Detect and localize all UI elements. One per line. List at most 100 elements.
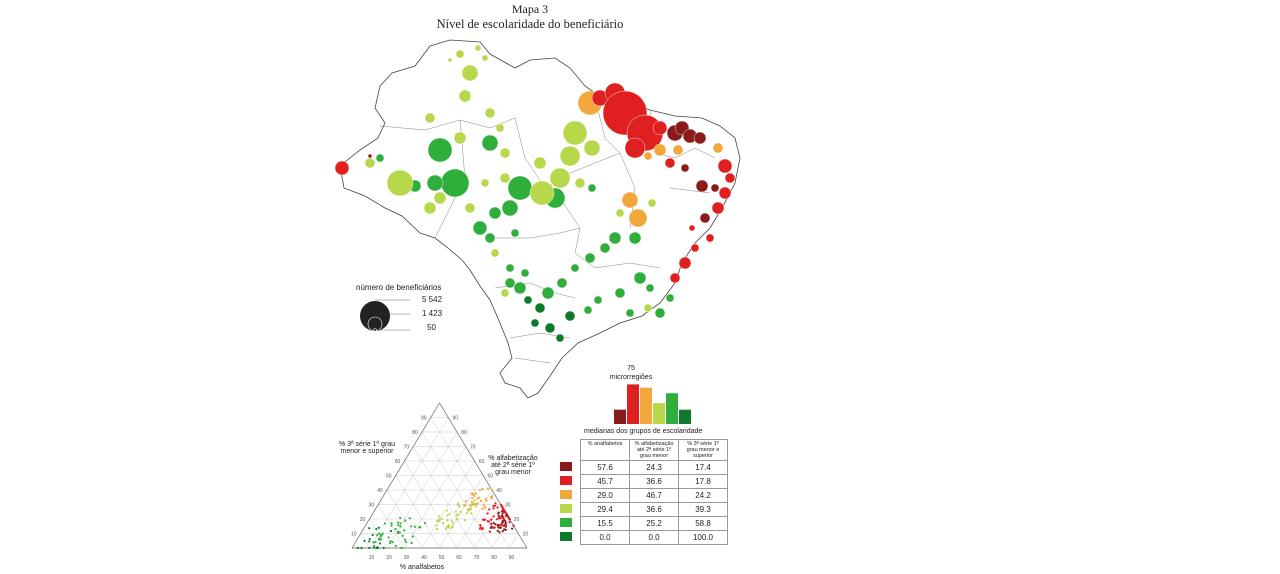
ternary-grid-line: [351, 402, 440, 549]
ternary-point: [495, 518, 499, 521]
microregion-bubble: [530, 318, 540, 328]
ternary-point: [450, 519, 453, 523]
cell: 58.8: [678, 516, 728, 531]
microregion-bubble: [665, 293, 675, 303]
microregion-bubble: [505, 263, 515, 273]
ternary-point: [496, 506, 499, 509]
cell: 100.0: [678, 530, 728, 545]
ternary-tick-label: 90: [509, 555, 515, 561]
microregion-bubble: [583, 139, 601, 157]
ternary-point: [394, 544, 397, 548]
microregion-bubble: [541, 286, 555, 300]
ternary-tick-label: 80: [412, 430, 418, 436]
ternary-point: [483, 518, 486, 521]
ternary-point: [456, 518, 459, 521]
microregion-bubble: [570, 263, 580, 273]
microregion-bubble: [533, 156, 547, 170]
ternary-point: [404, 519, 407, 522]
ternary-point: [496, 529, 499, 532]
group-histogram: [614, 384, 691, 424]
ternary-point: [504, 521, 507, 524]
brazil-outline: [339, 39, 741, 398]
cell: 17.8: [678, 474, 728, 489]
microregion-bubble: [555, 333, 565, 343]
ternary-point: [493, 504, 497, 507]
ternary-point: [470, 500, 474, 504]
ternary-point: [445, 509, 449, 512]
ternary-point: [498, 531, 501, 534]
microregion-bubble: [672, 144, 684, 156]
ternary-grid-line: [404, 446, 466, 549]
ternary-point: [372, 546, 375, 549]
ternary-point: [471, 496, 474, 500]
microregion-bubble: [647, 198, 657, 208]
ternary-tick-label: 10: [522, 532, 528, 538]
ternary-point: [496, 523, 499, 527]
ternary-point: [375, 546, 378, 550]
ternary-point: [447, 525, 450, 528]
ternary-point: [401, 534, 404, 537]
microregion-bubble: [367, 153, 373, 159]
microregion-bubble: [447, 57, 453, 63]
ternary-point: [399, 522, 402, 525]
ternary-point: [486, 512, 489, 515]
microregion-bubble: [688, 224, 696, 232]
group-swatch: [560, 504, 572, 513]
ternary-point: [465, 512, 469, 515]
ternary-point: [471, 503, 474, 506]
microregion-bubble: [643, 303, 653, 313]
microregion-bubble: [481, 134, 499, 152]
ternary-tick-label: 90: [421, 416, 427, 422]
cell: 24.2: [678, 488, 728, 503]
ternary-tick-label: 30: [404, 555, 410, 561]
microregion-bubble: [424, 112, 436, 124]
ternary-point: [472, 502, 475, 505]
ternary-point: [377, 526, 380, 529]
microregion-bubble: [654, 307, 666, 319]
ternary-point: [498, 526, 502, 529]
microregion-bubble: [615, 208, 625, 218]
microregion-bubble: [599, 242, 611, 254]
ternary-axis-right-label: % alfabetização até 2ª série 1º grau men…: [488, 455, 538, 476]
ternary-point: [504, 528, 507, 532]
ternary-point: [376, 534, 379, 537]
ternary-point: [476, 502, 479, 505]
legend-circle-large: [360, 301, 390, 331]
microregion-bubble: [433, 191, 447, 205]
ternary-axis-left-label: % 3ª série 1º grau menor e superior: [338, 441, 396, 455]
microregion-bubble: [386, 169, 414, 197]
microregion-bubble: [643, 151, 653, 161]
microregion-bubble: [624, 137, 646, 159]
ternary-point: [464, 500, 468, 503]
ternary-point: [368, 527, 371, 530]
microregion-bubble: [453, 131, 467, 145]
microregion-bubble: [690, 243, 700, 253]
microregion-bubble: [484, 232, 496, 244]
ternary-point: [394, 527, 397, 531]
ternary-tick-label: 40: [377, 488, 383, 494]
ternary-point: [458, 505, 461, 508]
ternary-point: [491, 495, 494, 498]
ternary-point: [479, 499, 483, 503]
size-legend-value: 1 423: [422, 309, 443, 318]
microregion-bubble: [593, 295, 603, 305]
ternary-point: [368, 537, 371, 541]
ternary-point: [382, 546, 385, 550]
ternary-point: [356, 546, 359, 550]
ternary-point: [442, 521, 445, 524]
ternary-point: [411, 535, 414, 538]
microregion-bubble: [653, 143, 667, 157]
cell: 45.7: [580, 474, 630, 489]
ternary-grid-line: [369, 417, 449, 549]
ternary-tick-label: 10: [351, 532, 357, 538]
ternary-point: [473, 499, 476, 502]
microregion-bubble: [645, 283, 655, 293]
ternary-point: [438, 515, 441, 518]
size-legend-title: número de beneficiários: [356, 283, 442, 292]
microregion-bubble: [705, 233, 715, 243]
ternary-point: [500, 504, 503, 507]
ternary-point: [501, 515, 505, 519]
microregion-bubble: [710, 183, 720, 193]
ternary-point: [506, 515, 510, 518]
microregion-bubble: [455, 49, 465, 59]
